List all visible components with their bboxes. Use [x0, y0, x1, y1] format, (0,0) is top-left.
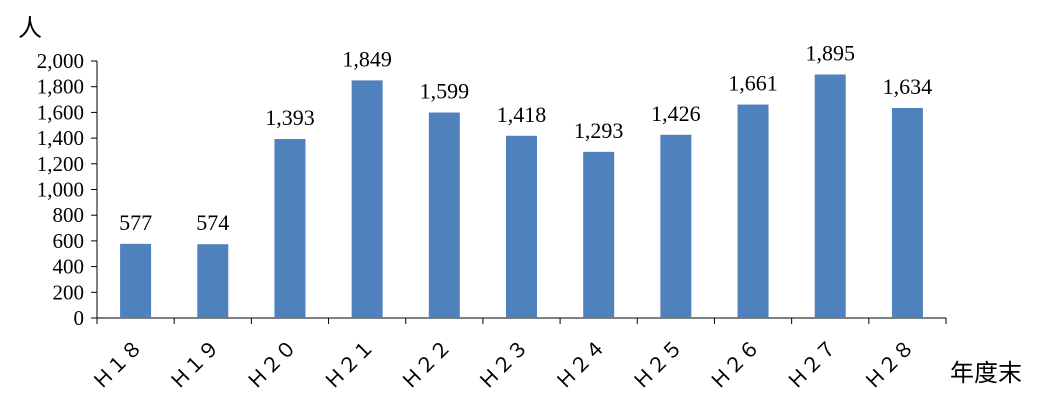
- y-tick-label: 400: [53, 255, 85, 279]
- y-tick-label: 0: [74, 306, 85, 330]
- data-label: 1,849: [342, 46, 392, 71]
- bar: [428, 112, 460, 318]
- category-label: Ｈ２１: [319, 335, 378, 394]
- bar: [583, 151, 615, 318]
- plot-area: 02004006008001,0001,2001,4001,6001,8002,…: [37, 40, 947, 394]
- category-label: Ｈ２３: [474, 335, 533, 394]
- y-tick-label: 800: [53, 203, 85, 227]
- data-label: 1,599: [420, 79, 470, 104]
- y-tick-label: 200: [53, 280, 85, 304]
- data-label: 1,634: [883, 74, 933, 99]
- y-axis-unit-label: 人: [18, 14, 42, 42]
- bar: [737, 104, 769, 319]
- bar: [660, 134, 692, 318]
- bar: [814, 74, 846, 319]
- y-tick-label: 1,800: [37, 75, 84, 99]
- x-axis-unit-label: 年度末: [950, 359, 1022, 387]
- bar: [351, 80, 383, 318]
- data-label: 1,661: [728, 71, 778, 96]
- y-tick-label: 1,000: [37, 178, 84, 202]
- category-label: Ｈ２５: [628, 335, 687, 394]
- bar: [274, 138, 306, 318]
- category-label: Ｈ２８: [860, 335, 919, 394]
- bar: [120, 243, 152, 318]
- data-label: 1,895: [805, 40, 855, 65]
- y-tick-label: 600: [53, 229, 85, 253]
- data-label: 1,426: [651, 101, 701, 126]
- y-tick-label: 1,600: [37, 100, 84, 124]
- category-label: Ｈ１８: [88, 335, 147, 394]
- category-label: Ｈ２４: [551, 335, 610, 394]
- category-label: Ｈ２７: [782, 335, 841, 394]
- category-label: Ｈ２２: [396, 335, 455, 394]
- y-tick-label: 2,000: [37, 49, 84, 73]
- data-label: 1,393: [265, 105, 315, 130]
- data-label: 577: [119, 210, 152, 235]
- category-label: Ｈ２０: [242, 335, 301, 394]
- y-tick-label: 1,200: [37, 152, 84, 176]
- bar: [197, 244, 229, 318]
- data-label: 1,293: [574, 118, 624, 143]
- data-label: 1,418: [497, 102, 547, 127]
- y-tick-label: 1,400: [37, 126, 84, 150]
- category-label: Ｈ２６: [705, 335, 764, 394]
- bar: [506, 135, 537, 318]
- bar: [891, 108, 923, 318]
- category-label: Ｈ１９: [165, 335, 224, 394]
- data-label: 574: [196, 210, 229, 235]
